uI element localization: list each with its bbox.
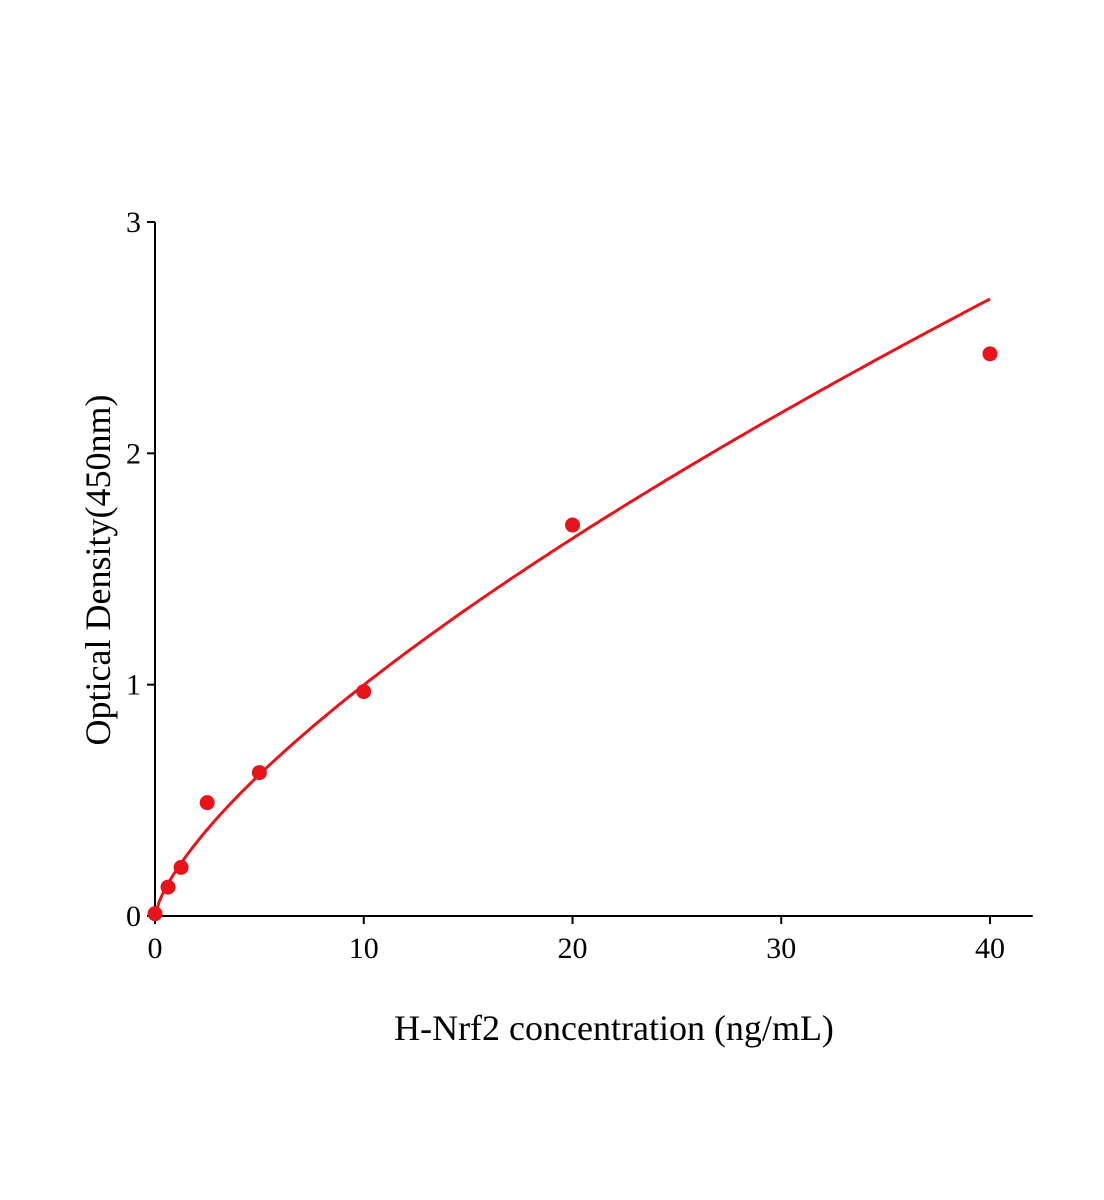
- data-point: [356, 684, 372, 700]
- data-point: [147, 906, 163, 922]
- x-axis-label: H-Nrf2 concentration (ng/mL): [394, 1008, 834, 1048]
- data-point: [982, 346, 998, 362]
- data-point: [173, 859, 189, 875]
- x-tick-label: 40: [975, 932, 1005, 965]
- data-point: [565, 517, 580, 533]
- fit-curve-group: [153, 297, 991, 917]
- y-tick-label: 1: [126, 669, 141, 702]
- fit-curve: [153, 297, 991, 917]
- y-tick-label: 0: [126, 900, 141, 933]
- y-axis-label: Optical Density(450nm): [78, 395, 118, 746]
- x-tick-label: 30: [766, 932, 796, 965]
- data-points: [147, 346, 998, 922]
- x-tick-label: 10: [349, 932, 379, 965]
- y-tick-label: 3: [126, 206, 141, 239]
- x-tick-label: 20: [558, 932, 588, 965]
- data-point: [160, 879, 176, 895]
- data-point: [251, 765, 267, 781]
- data-point: [199, 795, 215, 811]
- y-tick-label: 2: [126, 437, 141, 470]
- x-tick-label: 0: [148, 932, 163, 965]
- axes: 0 10 20 30 40 0 1 2 3: [126, 206, 1033, 965]
